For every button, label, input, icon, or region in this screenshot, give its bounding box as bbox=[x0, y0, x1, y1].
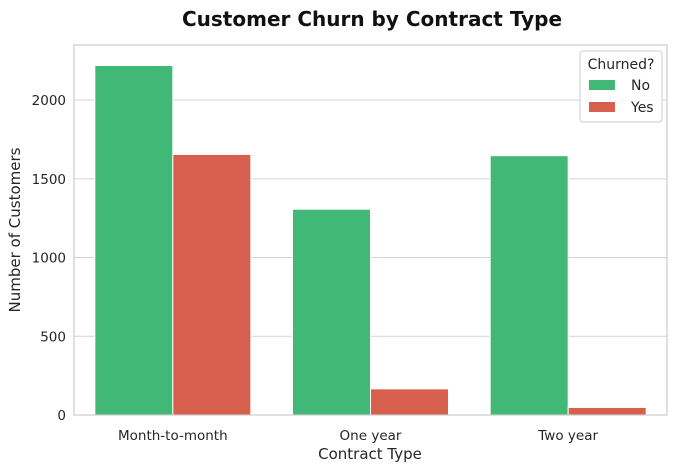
bar-month-to-month-yes bbox=[172, 153, 252, 416]
bar-two-year-yes bbox=[567, 406, 647, 416]
bars bbox=[94, 64, 647, 416]
legend-swatch-no bbox=[589, 80, 615, 90]
x-tick-label-month-to-month: Month-to-month bbox=[118, 428, 228, 444]
legend-label-yes: Yes bbox=[630, 100, 654, 116]
y-tick-label-500: 500 bbox=[40, 329, 66, 345]
plot-area-frame bbox=[73, 44, 668, 416]
x-axis-label: Contract Type bbox=[318, 445, 422, 463]
chart-title: Customer Churn by Contract Type bbox=[182, 7, 562, 31]
x-axis-ticks: Month-to-month One year Two year bbox=[118, 428, 598, 444]
legend-swatch-yes bbox=[589, 102, 615, 112]
legend-label-no: No bbox=[631, 78, 650, 94]
bar-one-year-yes bbox=[370, 388, 449, 416]
y-tick-label-1500: 1500 bbox=[32, 172, 66, 188]
legend: Churned? No Yes bbox=[579, 50, 663, 123]
y-tick-label-2000: 2000 bbox=[32, 93, 66, 109]
x-tick-label-one-year: One year bbox=[340, 428, 402, 444]
y-tick-label-0: 0 bbox=[57, 408, 66, 424]
x-tick-label-two-year: Two year bbox=[537, 428, 598, 444]
bar-two-year-no bbox=[489, 155, 569, 416]
bar-month-to-month-no bbox=[94, 64, 174, 416]
legend-title: Churned? bbox=[588, 57, 655, 73]
y-axis-label: Number of Customers bbox=[6, 147, 24, 312]
bar-one-year-no bbox=[292, 208, 371, 416]
y-tick-label-1000: 1000 bbox=[32, 251, 66, 267]
y-axis-ticks: 0 500 1000 1500 2000 bbox=[32, 93, 66, 424]
